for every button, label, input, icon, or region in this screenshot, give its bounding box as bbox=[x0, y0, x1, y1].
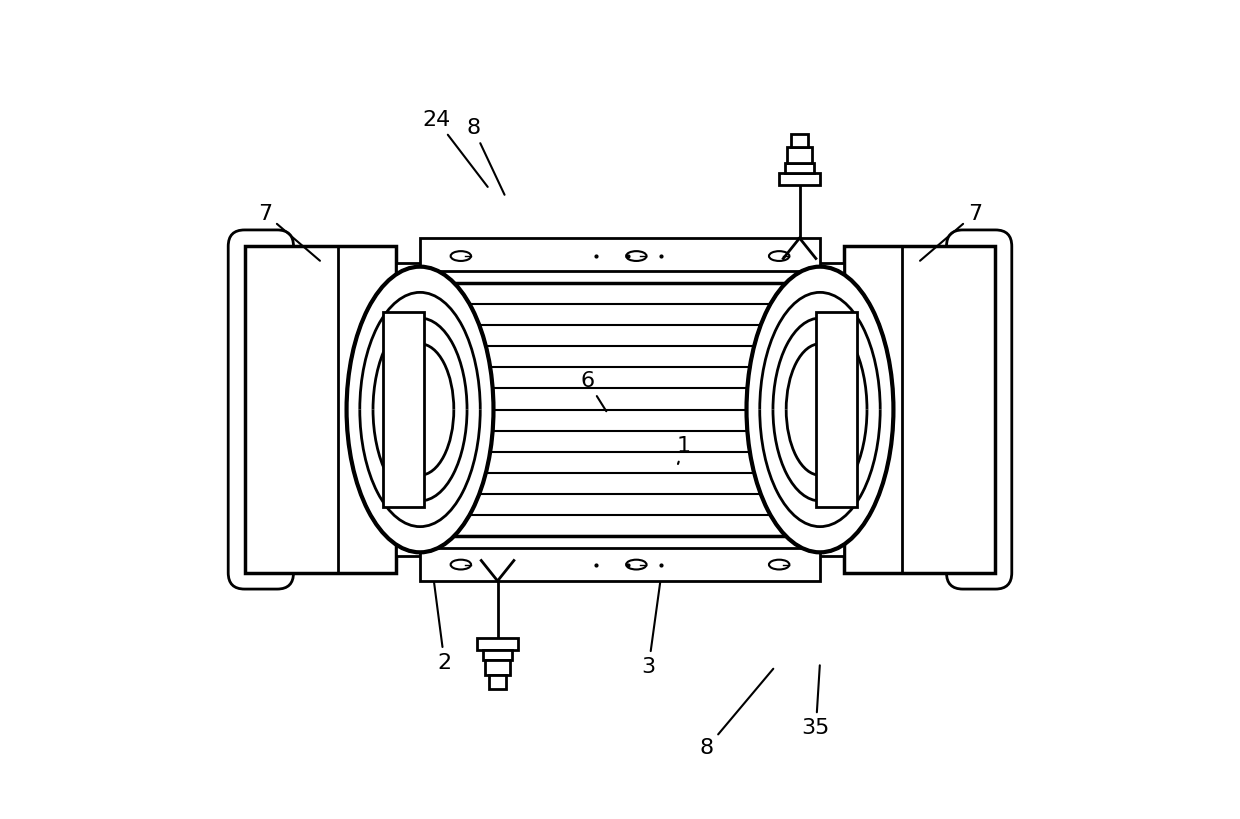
FancyBboxPatch shape bbox=[228, 230, 294, 589]
Bar bbox=[482, 650, 512, 660]
Text: 1: 1 bbox=[677, 437, 691, 464]
Bar bbox=[396, 283, 844, 536]
Ellipse shape bbox=[346, 267, 494, 552]
Ellipse shape bbox=[626, 251, 646, 261]
Text: 35: 35 bbox=[802, 665, 830, 738]
Text: 8: 8 bbox=[699, 669, 774, 758]
Text: 2: 2 bbox=[433, 572, 451, 672]
Bar bbox=[791, 134, 807, 147]
Text: 6: 6 bbox=[580, 371, 606, 411]
Bar bbox=[485, 660, 510, 675]
Ellipse shape bbox=[769, 559, 790, 569]
Text: 7: 7 bbox=[920, 204, 982, 260]
Bar bbox=[383, 311, 424, 508]
Bar bbox=[779, 173, 820, 185]
Bar bbox=[420, 548, 820, 581]
Bar bbox=[844, 247, 996, 572]
Text: 3: 3 bbox=[641, 551, 665, 676]
Ellipse shape bbox=[746, 267, 894, 552]
Bar bbox=[420, 238, 820, 271]
Text: 7: 7 bbox=[258, 204, 320, 260]
Ellipse shape bbox=[769, 251, 790, 261]
Bar bbox=[396, 263, 844, 283]
Bar bbox=[396, 536, 844, 556]
FancyBboxPatch shape bbox=[946, 230, 1012, 589]
Bar bbox=[244, 247, 396, 572]
Ellipse shape bbox=[450, 559, 471, 569]
Bar bbox=[816, 311, 857, 508]
Text: 8: 8 bbox=[466, 118, 505, 195]
Ellipse shape bbox=[626, 559, 646, 569]
Ellipse shape bbox=[450, 251, 471, 261]
Bar bbox=[787, 147, 812, 163]
Bar bbox=[477, 638, 518, 650]
Bar bbox=[785, 163, 815, 173]
Bar bbox=[490, 675, 506, 690]
Text: 24: 24 bbox=[423, 110, 487, 187]
